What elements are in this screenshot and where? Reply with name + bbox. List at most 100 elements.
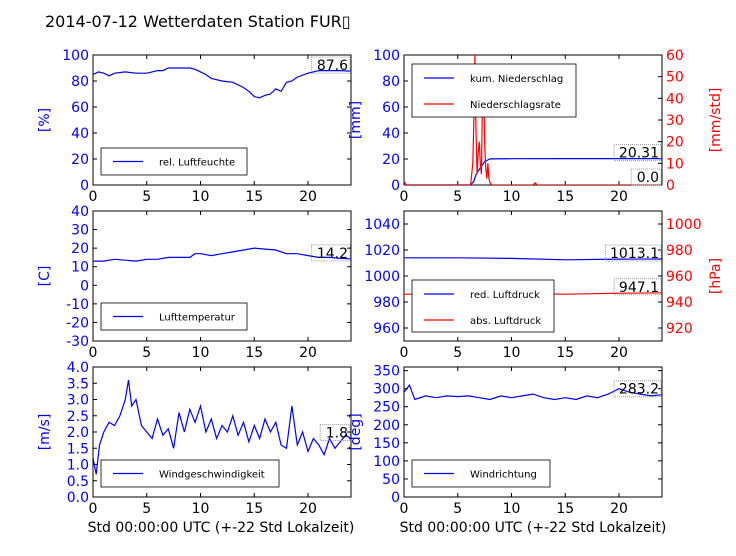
winddirection-y-tick-label: 350 [373, 364, 400, 380]
winddirection-y-tick-label: 250 [373, 400, 400, 416]
precipitation-y-tick-label-right: 10 [666, 156, 684, 172]
pressure-y-tick-label: 960 [373, 321, 400, 337]
precipitation-y-tick-label-right: 40 [666, 91, 684, 107]
pressure-legend-label-0: red. Luftdruck [470, 290, 540, 301]
winddirection-y-tick-label: 0 [391, 490, 400, 506]
windspeed-y-tick-label: 3.5 [67, 376, 89, 392]
temperature-y-tick-label: -10 [66, 297, 89, 313]
windspeed-y-axis-label: [m/s] [37, 414, 53, 451]
windspeed-x-tick-label: 10 [192, 501, 210, 517]
precipitation-legend-label-0: kum. Niederschlag [470, 74, 563, 85]
temperature-y-tick-label: 40 [71, 204, 89, 220]
winddirection-y-tick-label: 50 [382, 472, 400, 488]
pressure-y-axis-label-right: [hPa] [708, 258, 724, 294]
precipitation-x-tick-label: 5 [453, 189, 462, 205]
pressure-legend-box [411, 279, 555, 333]
temperature-legend-label-0: Lufttemperatur [159, 313, 236, 324]
humidity-y-tick-label: 80 [71, 74, 89, 90]
precipitation-y-tick-label-right: 20 [666, 135, 684, 151]
winddirection-panel: 0 5 10 15 20050100150200250300350[deg]283.2W… [348, 364, 663, 517]
humidity-legend-label-0: rel. Luftfeuchte [159, 158, 235, 169]
humidity-x-tick-label: 15 [245, 189, 263, 205]
precipitation-y-axis-label: [mm] [348, 101, 364, 139]
windspeed-y-tick-label: 1.0 [67, 458, 89, 474]
winddirection-y-tick-label: 200 [373, 418, 400, 434]
temperature-x-tick-label: 20 [299, 345, 317, 361]
pressure-y-tick-label: 980 [373, 295, 400, 311]
windspeed-panel: 0 5 10 15 20 0.00.51.01.52.02.53.03.54.0 [m/s]… [37, 360, 352, 517]
humidity-x-tick-label: 10 [192, 189, 210, 205]
temperature-x-tick-label: 0 [89, 345, 98, 361]
temperature-last-value-label: 14.2 [317, 246, 348, 262]
temperature-x-tick-label: 10 [192, 345, 210, 361]
temperature-y-tick-label: 20 [71, 241, 89, 257]
windspeed-y-tick-label: 2.0 [67, 425, 89, 441]
windspeed-legend-label-0: Windgeschwindigkeit [159, 470, 265, 481]
humidity-x-tick-label: 20 [299, 189, 317, 205]
humidity-y-tick-label: 100 [62, 48, 89, 64]
pressure-legend-label-1: abs. Luftdruck [470, 316, 541, 327]
windspeed-y-tick-label: 3.0 [67, 393, 89, 409]
precipitation-y-tick-label: 80 [382, 74, 400, 90]
humidity-y-tick-label: 60 [71, 100, 89, 116]
windspeed-y-tick-label: 0.5 [67, 474, 89, 490]
x-axis-label-right: Std 00:00:00 UTC (+-22 Std Lokalzeit) [400, 520, 667, 536]
humidity-y-axis-label: [%] [37, 108, 53, 132]
windspeed-y-tick-label: 2.5 [67, 409, 89, 425]
winddirection-series-line-0 [404, 383, 662, 401]
precipitation-x-tick-label: 20 [610, 189, 628, 205]
precipitation-x-tick-label: 15 [556, 189, 574, 205]
precipitation-y-tick-label: 40 [382, 126, 400, 142]
humidity-panel: 0 5 10 15 20 0 20 40 60 80 100 [%] 87.6 rel. Luftfeuc… [37, 48, 352, 205]
temperature-y-tick-label: 10 [71, 260, 89, 276]
precipitation-series-line-0 [404, 158, 662, 185]
temperature-panel: 0 5 10 15 20 -30 -20 -10 0 10 20 30 40 [C] 14.2 Lufttem… [37, 204, 352, 361]
windspeed-y-tick-label: 4.0 [67, 360, 89, 376]
humidity-last-value-label: 87.6 [317, 58, 348, 74]
pressure-x-tick-label: 0 [400, 345, 409, 361]
winddirection-x-tick-label: 5 [453, 501, 462, 517]
precipitation-y-tick-label-right: 60 [666, 48, 684, 64]
precipitation-y-tick-label: 100 [373, 48, 400, 64]
precipitation-y-axis-label-right: [mm/std] [708, 88, 724, 153]
windspeed-x-tick-label: 20 [299, 501, 317, 517]
humidity-series-line-0 [93, 67, 351, 99]
humidity-x-tick-label: 0 [89, 189, 98, 205]
windspeed-x-tick-label: 0 [89, 501, 98, 517]
winddirection-last-value-label: 283.2 [619, 382, 659, 398]
pressure-y-tick-label-right: 940 [666, 295, 693, 311]
winddirection-y-axis-label: [deg] [348, 413, 364, 450]
windspeed-last-value-box [319, 424, 351, 441]
pressure-y-tick-label: 1020 [364, 243, 400, 259]
windspeed-y-tick-label: 0.0 [67, 490, 89, 506]
pressure-y-tick-label: 1040 [364, 217, 400, 233]
temperature-x-tick-label: 15 [245, 345, 263, 361]
windspeed-x-tick-label: 15 [245, 501, 263, 517]
pressure-y-tick-label-right: 980 [666, 243, 693, 259]
x-axis-label-left: Std 00:00:00 UTC (+-22 Std Lokalzeit) [88, 520, 355, 536]
temperature-x-tick-label: 5 [142, 345, 151, 361]
precipitation-panel: 0 5 10 15 20 0 20 40 60 80 100 0 10 20 30 40 50 60 [mm] [mm… [348, 48, 724, 205]
winddirection-legend-label-0: Windrichtung [470, 470, 537, 481]
temperature-y-tick-label: 0 [80, 278, 89, 294]
winddirection-x-tick-label: 0 [400, 501, 409, 517]
pressure-y-tick-label-right: 960 [666, 269, 693, 285]
pressure-y-tick-label-right: 1000 [666, 217, 702, 233]
temperature-y-tick-label: 30 [71, 223, 89, 239]
pressure-y-tick-label: 1000 [364, 269, 400, 285]
precipitation-y-tick-label: 0 [391, 178, 400, 194]
winddirection-last-value-box [613, 380, 662, 398]
pressure-last-value-label: 1013.1 [610, 246, 659, 262]
pressure-x-tick-label: 5 [453, 345, 462, 361]
precipitation-last-value-box-right [630, 168, 662, 186]
winddirection-y-tick-label: 100 [373, 454, 400, 470]
pressure-x-tick-label: 10 [503, 345, 521, 361]
pressure-panel: 0 5 10 15 20 960 980 1000 1020 1040 920 940 960 980 10… [364, 210, 724, 361]
pressure-series-line-0 [404, 257, 662, 261]
windspeed-last-value-label: 1.8 [326, 426, 348, 442]
temperature-y-axis-label: [C] [37, 266, 53, 287]
precipitation-x-tick-label: 0 [400, 189, 409, 205]
precipitation-x-tick-label: 10 [503, 189, 521, 205]
pressure-last-value-label-right: 947.1 [619, 280, 659, 296]
